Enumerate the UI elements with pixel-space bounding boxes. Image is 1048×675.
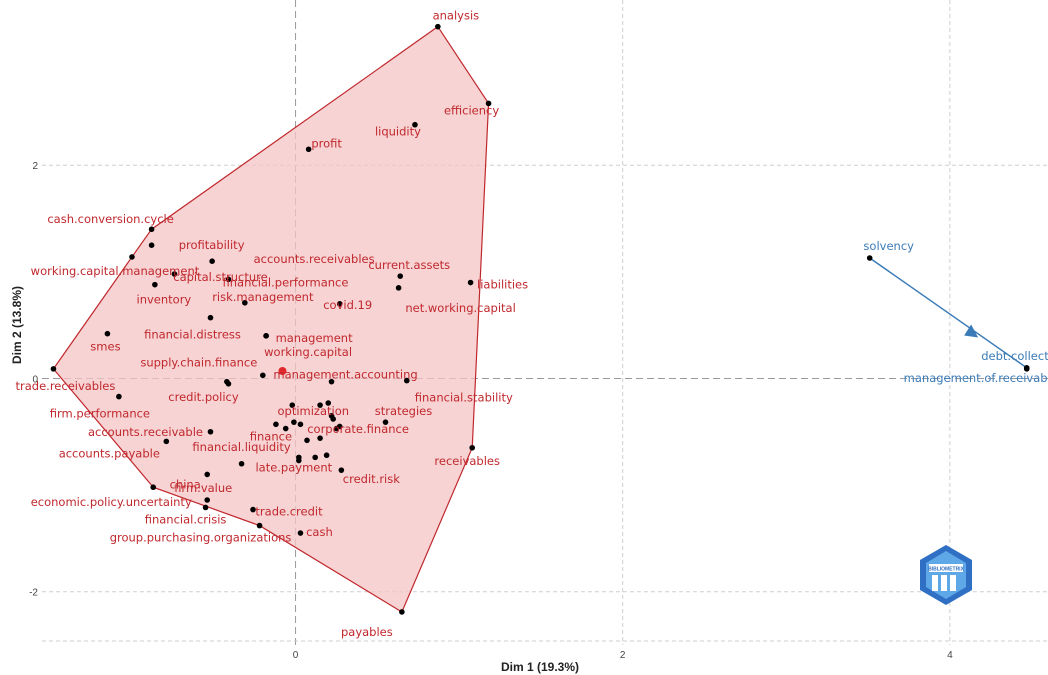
cluster-1-hull: [53, 27, 488, 612]
point-credit-policy: [226, 381, 232, 387]
label-liquidity: liquidity: [375, 125, 421, 139]
label-management-of-receivables: management.of.receivables: [904, 371, 1048, 385]
label-solvency: solvency: [863, 239, 914, 253]
label-management: management: [276, 331, 354, 345]
label-credit-policy: credit.policy: [168, 390, 239, 404]
point-china: [204, 472, 210, 478]
point-firm-performance: [116, 394, 122, 400]
label-current-assets: current.assets: [368, 258, 450, 272]
point-analysis: [435, 24, 441, 30]
label-supply-chain-finance: supply.chain.finance: [140, 355, 257, 369]
label-financial-stability: financial.stability: [415, 391, 513, 405]
y-tick-label: 2: [32, 161, 38, 172]
label-liabilities: liabilities: [477, 278, 528, 292]
bibliometrix-logo-icon: BIBLIOMETRIX: [920, 545, 972, 605]
x-tick-label: 0: [293, 650, 299, 661]
label-firm-value: firm.value: [174, 481, 232, 495]
label-strategies: strategies: [375, 404, 432, 418]
cluster-2-centroid: [964, 325, 978, 338]
label-inventory: inventory: [137, 293, 192, 307]
label-profit: profit: [311, 136, 342, 150]
label-covid-19: covid.19: [323, 298, 372, 312]
label-working-capital: working.capital: [264, 345, 352, 359]
point-finance: [273, 422, 279, 428]
label-profitability: profitability: [179, 238, 245, 252]
point-liabilities: [468, 280, 474, 286]
label-accounts-receivable: accounts.receivable: [88, 425, 203, 439]
point-financial-crisis: [203, 505, 209, 511]
point-working-capital: [263, 333, 269, 339]
label-cash-conversion-cycle: cash.conversion.cycle: [47, 212, 173, 226]
label-optimization: optimization: [277, 404, 349, 418]
point-inventory: [152, 282, 158, 288]
point-economic-policy-uncertainty: [150, 484, 156, 490]
point-supply-chain-finance: [260, 372, 266, 378]
label-cash: cash: [306, 525, 333, 539]
point-profitability: [149, 242, 155, 248]
label-corporate-finance: corporate.finance: [307, 422, 409, 436]
label-working-capital-management: working.capital.management: [31, 264, 200, 278]
point-receivables: [469, 445, 475, 451]
label-management-accounting: management.accounting: [273, 368, 417, 382]
point-net-working-capital: [396, 285, 402, 291]
point-late-payment: [296, 455, 302, 461]
label-economic-policy-uncertainty: economic.policy.uncertainty: [31, 495, 192, 509]
point: [304, 438, 310, 444]
label-analysis: analysis: [433, 9, 480, 23]
point: [324, 452, 330, 458]
point-trade-receivables: [51, 366, 57, 372]
label-net-working-capital: net.working.capital: [405, 301, 515, 315]
x-tick-label: 4: [947, 650, 953, 661]
label-trade-receivables: trade.receivables: [16, 379, 116, 393]
point-accounts-receivable: [208, 429, 214, 435]
label-financial-distress: financial.distress: [144, 328, 241, 342]
label-accounts-receivables: accounts.receivables: [254, 252, 375, 266]
point-solvency: [867, 255, 873, 261]
label-risk-management: risk.management: [212, 290, 314, 304]
point-working-capital-management: [129, 254, 135, 260]
point-payables: [399, 609, 405, 615]
point-cash: [298, 530, 304, 536]
label-efficiency: efficiency: [444, 103, 499, 117]
point: [312, 455, 318, 461]
label-financial-liquidity: financial.liquidity: [192, 440, 290, 454]
label-firm-performance: firm.performance: [50, 407, 150, 421]
label-debt-collection: debt.collection: [981, 349, 1048, 363]
point-accounts-payable: [164, 439, 170, 445]
point-corporate-finance: [317, 435, 323, 441]
point-current-assets: [397, 273, 403, 279]
label-receivables: receivables: [434, 454, 500, 468]
point-smes: [105, 331, 111, 337]
logo-text: BIBLIOMETRIX: [928, 567, 964, 573]
y-tick-label: -2: [29, 588, 38, 599]
x-tick-label: 2: [620, 650, 626, 661]
label-late-payment: late.payment: [255, 460, 332, 474]
point: [291, 419, 297, 425]
label-accounts-payable: accounts.payable: [59, 446, 160, 460]
x-axis-title: Dim 1 (19.3%): [501, 660, 579, 674]
point-accounts-receivables: [209, 258, 215, 264]
point-firm-value: [204, 497, 210, 503]
y-tick-label: 0: [32, 374, 38, 385]
label-credit-risk: credit.risk: [343, 472, 400, 486]
label-group-purchasing-organizations: group.purchasing.organizations: [110, 531, 292, 545]
point-group-purchasing-organizations: [257, 523, 263, 529]
point: [298, 422, 304, 428]
label-financial-crisis: financial.crisis: [145, 512, 227, 526]
label-financial-performance: financial.performance: [223, 275, 349, 289]
point-financial-distress: [208, 315, 214, 321]
label-trade-credit: trade.credit: [255, 505, 323, 519]
point-financial-liquidity: [239, 461, 245, 467]
point-cash-conversion-cycle: [149, 226, 155, 232]
label-payables: payables: [341, 625, 393, 639]
label-smes: smes: [90, 340, 120, 354]
y-axis-title: Dim 2 (13.8%): [10, 286, 24, 364]
